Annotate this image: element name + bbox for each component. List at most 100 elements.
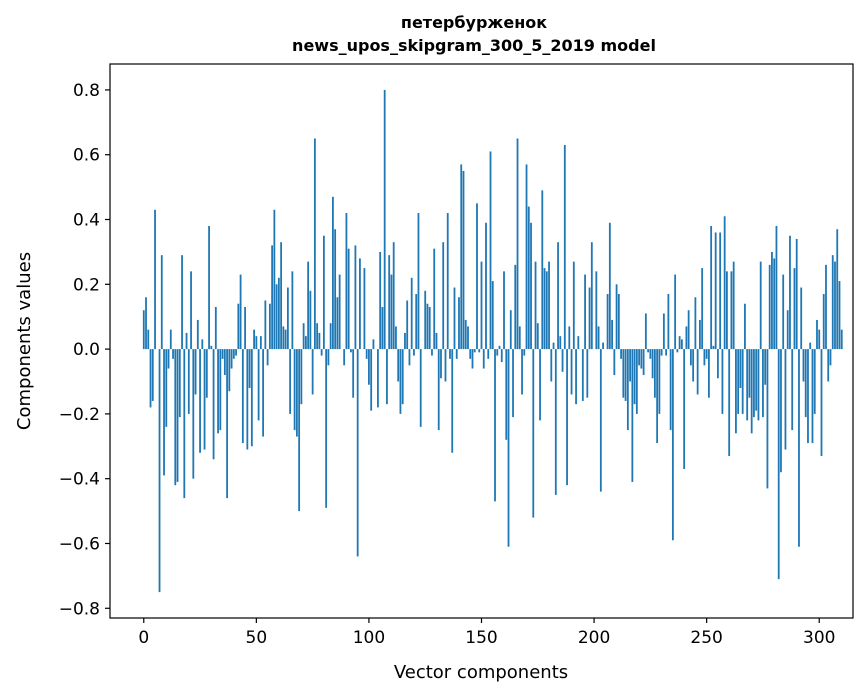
bar-116 [404,332,406,350]
bar-236 [674,274,677,350]
bar-163 [509,310,512,350]
bar-275 [762,349,764,418]
bar-1 [145,297,147,350]
bar-33 [217,349,219,434]
bar-258 [723,216,726,350]
bar-36 [223,349,226,376]
bar-9 [163,349,165,476]
bar-132 [440,349,442,379]
bar-133 [442,242,445,350]
x-tick-label: 100 [353,628,385,648]
bar-46 [246,349,249,450]
bar-91 [347,248,350,350]
bar-3 [149,349,152,408]
bar-78 [318,332,321,350]
bar-104 [377,349,379,408]
bar-222 [642,349,645,376]
bar-247 [699,319,701,350]
bar-27 [203,349,206,450]
bar-40 [232,349,235,359]
bar-233 [667,294,670,350]
bar-219 [635,349,638,414]
bar-168 [521,349,523,395]
bar-110 [390,274,393,350]
bar-179 [545,271,548,350]
x-tick-label: 300 [803,628,835,648]
bar-69 [298,349,301,512]
bar-0 [142,310,145,350]
bar-266 [741,349,744,414]
bar-167 [518,326,521,350]
bar-8 [160,255,163,350]
x-axis-label: Vector components [394,662,568,683]
bar-45 [244,306,246,350]
bar-284 [782,274,785,350]
bar-83 [329,323,332,350]
bar-277 [766,349,769,489]
bar-224 [647,349,650,353]
chart-title-line2: news_upos_skipgram_300_5_2019 model [292,36,656,55]
bar-134 [444,349,447,382]
bar-230 [660,349,663,356]
bar-44 [241,349,244,444]
bar-303 [825,264,827,350]
bar-177 [541,190,544,350]
bar-174 [534,261,537,350]
bar-151 [482,349,485,369]
bar-229 [658,349,661,414]
bar-169 [523,349,526,356]
bar-60 [277,277,280,350]
bar-149 [478,349,481,353]
bar-220 [638,349,641,366]
bar-191 [572,261,575,350]
bar-55 [266,349,269,366]
bar-161 [505,349,508,440]
bar-180 [548,261,550,350]
bar-16 [178,349,181,418]
bar-181 [550,349,553,382]
bar-260 [728,349,731,457]
bar-270 [750,349,753,434]
bar-39 [230,349,233,369]
bar-304 [827,349,830,382]
bar-122 [417,213,420,350]
bar-30 [210,345,213,350]
bar-253 [712,345,715,350]
bar-105 [379,251,382,350]
bar-239 [680,339,683,350]
bar-241 [685,326,688,350]
y-tick-label: −0.2 [59,405,100,425]
bar-22 [192,349,195,479]
bar-65 [289,349,292,414]
bar-95 [356,349,359,557]
x-axis-ticks: 0 50 100 150 200 250 300 [138,618,835,648]
bar-283 [780,349,782,473]
y-tick-label: 0.4 [73,211,100,231]
y-axis-label: Components values [14,252,35,430]
bar-228 [656,349,659,444]
bar-59 [275,284,278,350]
y-tick-label: 0.8 [73,81,100,101]
bar-123 [419,349,422,427]
bar-89 [343,349,346,366]
bar-186 [561,349,564,372]
bar-309 [838,281,841,350]
bar-209 [613,349,616,376]
bar-156 [494,349,496,502]
bar-24 [196,319,199,350]
bar-295 [807,349,809,444]
bar-235 [671,349,674,541]
bar-84 [332,196,334,350]
bar-271 [753,349,755,418]
bar-211 [617,294,620,350]
bar-308 [836,229,839,350]
bar-231 [662,313,665,350]
bar-296 [809,342,812,350]
bar-301 [820,349,823,457]
bar-300 [818,329,821,350]
bar-242 [687,310,690,350]
x-tick-label: 200 [578,628,610,648]
bar-257 [721,349,724,414]
bar-120 [413,349,415,356]
